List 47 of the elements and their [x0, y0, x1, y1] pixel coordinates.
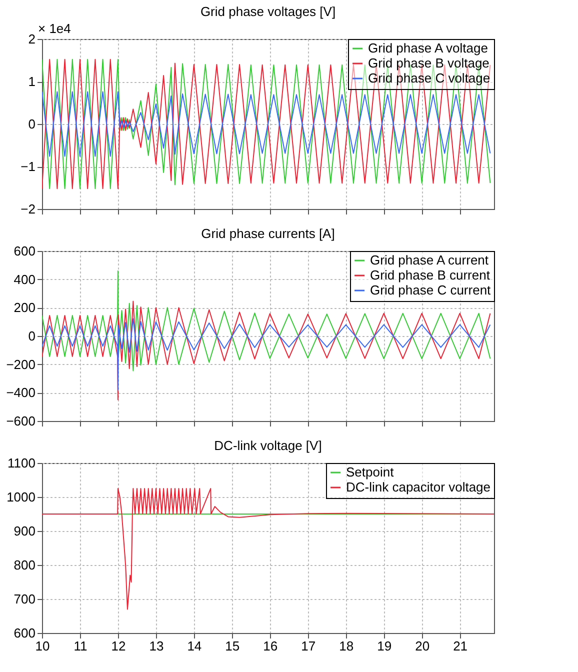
- y-tick-label: 1: [28, 74, 36, 89]
- text: × 1e4: [38, 21, 71, 36]
- x-tick-label: 18: [339, 638, 354, 654]
- y-tick-label: −1: [20, 159, 36, 174]
- x-tick-label: 12: [111, 638, 126, 654]
- line-series: [42, 58, 491, 190]
- y-tick-label: 2: [28, 32, 36, 46]
- y-tick-label: 700: [14, 592, 36, 606]
- y-tick-label: 600: [14, 626, 36, 640]
- x-tick-label: 11: [74, 638, 88, 654]
- x-tick-label: 10: [35, 638, 50, 654]
- chart-title: DC-link voltage [V]: [214, 438, 322, 453]
- y-tick-label: −400: [6, 385, 36, 400]
- legend-label: Grid phase A current: [370, 252, 489, 268]
- line-series: [42, 270, 491, 372]
- x-tick-label: 21: [453, 638, 468, 654]
- x-tick-label: 17: [301, 638, 316, 654]
- x-tick-label: 20: [415, 638, 430, 654]
- legend-label: Grid phase B current: [370, 268, 490, 282]
- legend-label: Grid phase C voltage: [368, 70, 490, 86]
- legend-label: Grid phase A voltage: [368, 40, 488, 56]
- y-tick-label: −200: [6, 356, 36, 372]
- legend-label: Grid phase C current: [370, 282, 492, 298]
- legend-label: Setpoint: [346, 464, 394, 480]
- x-tick-label: 14: [187, 638, 202, 654]
- y-tick-label: 200: [14, 300, 36, 316]
- legend-label: Grid phase B voltage: [368, 56, 490, 70]
- x-tick-label: 15: [225, 638, 240, 654]
- y-tick-label: 600: [14, 244, 36, 258]
- y-tick-label: 1000: [6, 490, 36, 504]
- line-series: [42, 300, 491, 400]
- y-tick-label: 0: [28, 328, 36, 344]
- x-tick-label: 19: [377, 638, 392, 654]
- y-tick-label: 900: [14, 524, 36, 538]
- x-tick-label: 16: [263, 638, 278, 654]
- x-tick-label: 13: [149, 638, 164, 654]
- y-tick-label: 800: [14, 558, 36, 572]
- y-tick-label: 400: [14, 272, 36, 287]
- y-tick-label: 0: [28, 116, 36, 132]
- y-tick-label: 1100: [8, 456, 36, 470]
- chart-title: Grid phase voltages [V]: [200, 4, 336, 19]
- y-tick-label: −600: [6, 414, 36, 428]
- legend-label: DC-link capacitor voltage: [346, 480, 491, 494]
- line-series: [42, 318, 491, 390]
- chart-title: Grid phase currents [A]: [201, 226, 335, 241]
- y-tick-label: −2: [20, 202, 36, 216]
- line-series: [42, 91, 491, 157]
